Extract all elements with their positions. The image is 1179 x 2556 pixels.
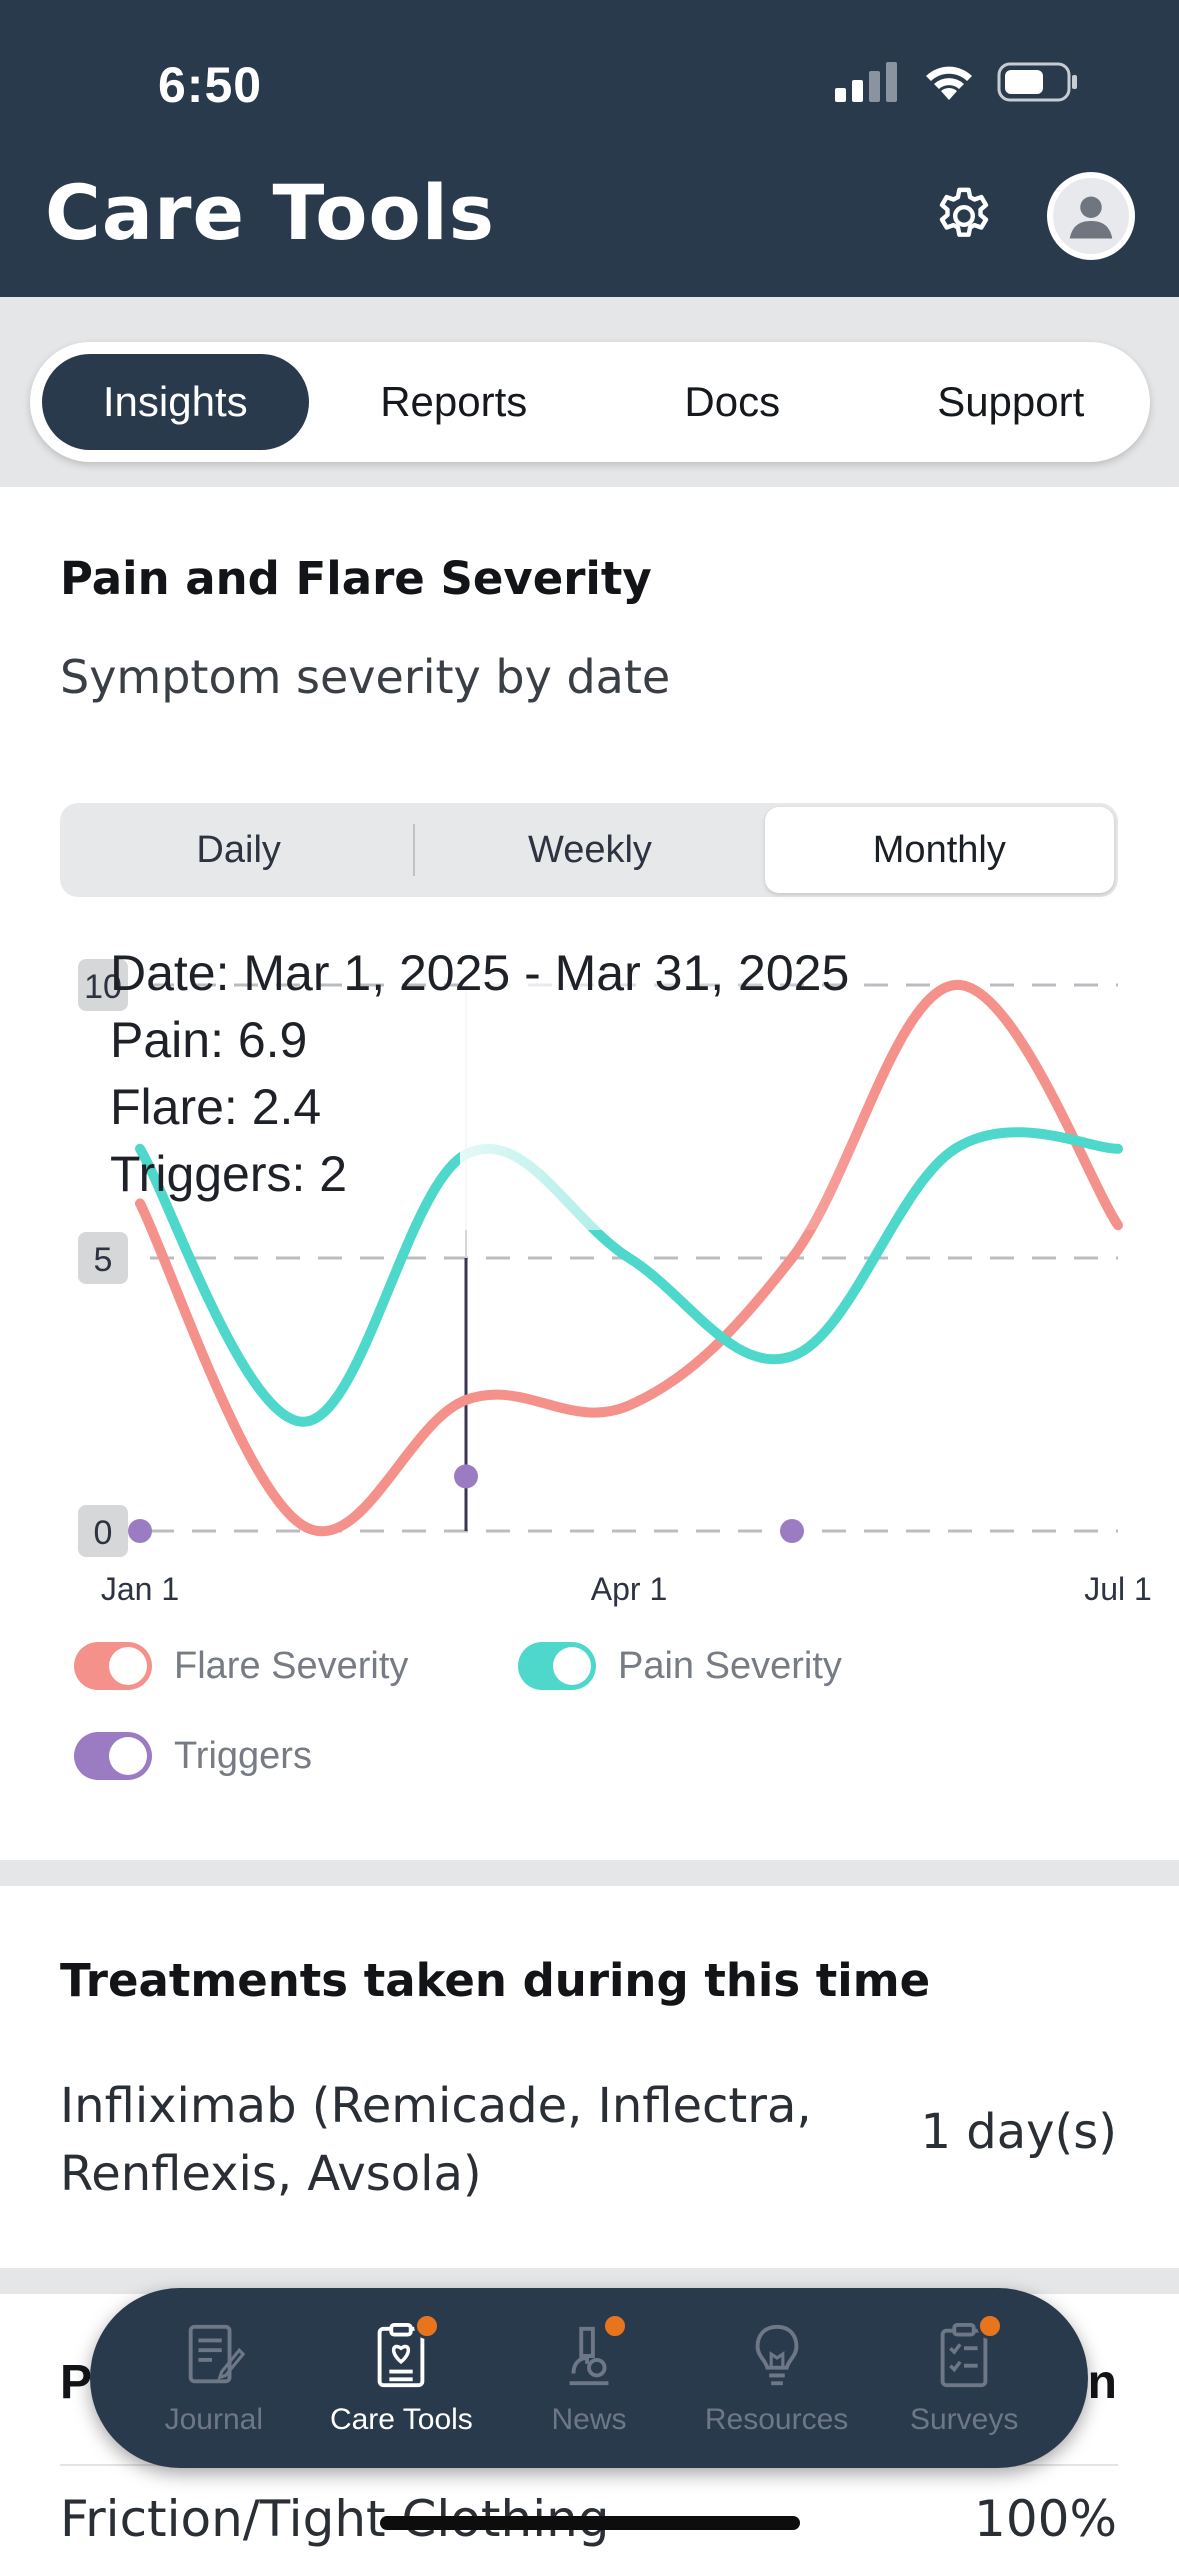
flare-toggle[interactable] xyxy=(74,1642,152,1690)
lightbulb-icon xyxy=(742,2319,812,2393)
avatar[interactable] xyxy=(1047,172,1135,260)
gear-icon xyxy=(939,187,989,237)
chart-tooltip: Date: Mar 1, 2025 - Mar 31, 2025 Pain: 6… xyxy=(110,940,849,1208)
y-tick-5: 5 xyxy=(94,1241,113,1279)
legend-flare-label: Flare Severity xyxy=(174,1644,409,1687)
y-tick-10: 10 xyxy=(84,968,122,1006)
severity-card-subtitle: Symptom severity by date xyxy=(60,650,671,704)
wifi-icon xyxy=(926,66,972,100)
status-icons xyxy=(835,62,1079,102)
nav-resources[interactable]: Resources xyxy=(692,2319,862,2437)
trigger-point[interactable] xyxy=(128,1519,152,1543)
treatments-title: Treatments taken during this time xyxy=(60,1954,931,2007)
tab-support[interactable]: Support xyxy=(937,378,1085,425)
tooltip-flare: Flare: 2.4 xyxy=(110,1079,322,1135)
flare-severity-line xyxy=(135,980,1123,1537)
journal-icon xyxy=(179,2319,249,2393)
settings-button[interactable] xyxy=(928,180,1000,252)
tooltip-pain: Pain: 6.9 xyxy=(110,1012,308,1068)
tab-docs[interactable]: Docs xyxy=(684,378,781,425)
triggers-toggle[interactable] xyxy=(74,1732,152,1780)
period-weekly[interactable]: Weekly xyxy=(528,829,652,871)
home-indicator xyxy=(380,2516,800,2530)
tooltip-fade xyxy=(460,950,880,1230)
x-tick-jul-1: Jul 1 xyxy=(1084,1571,1152,1607)
care-tools-badge xyxy=(414,2313,441,2339)
y-tick-bg-5 xyxy=(78,1232,128,1284)
trigger-point[interactable] xyxy=(780,1519,804,1543)
treatment-duration: 1 day(s) xyxy=(920,2104,1117,2160)
nav-news[interactable]: News xyxy=(504,2313,674,2437)
legend-pain[interactable]: Pain Severity xyxy=(518,1642,842,1690)
pain-toggle[interactable] xyxy=(518,1642,596,1690)
nav-surveys[interactable]: Surveys xyxy=(879,2313,1049,2437)
section-divider xyxy=(0,1860,1179,1886)
legend-triggers-label: Triggers xyxy=(174,1734,312,1777)
bottom-nav: Journal Care Tools News Resources Survey… xyxy=(90,2288,1088,2468)
trigger-row-percent: 100% xyxy=(974,2490,1117,2548)
triggers-header-left: P xyxy=(60,2356,93,2409)
nav-care-tools[interactable]: Care Tools xyxy=(316,2313,486,2437)
signal-icon xyxy=(835,62,897,102)
top-tabs: Insights Reports Docs Support xyxy=(30,342,1150,462)
microscope-icon xyxy=(554,2313,628,2393)
y-tick-bg-0 xyxy=(78,1505,128,1557)
period-divider xyxy=(413,824,416,876)
news-badge xyxy=(601,2313,628,2339)
y-tick-bg-10 xyxy=(78,959,128,1011)
x-tick-apr-1: Apr 1 xyxy=(591,1571,667,1607)
legend-flare[interactable]: Flare Severity xyxy=(74,1642,408,1690)
severity-chart[interactable]: 0 5 10 Jan 1 Apr 1 Jul 1 xyxy=(0,940,1179,1640)
nav-surveys-label: Surveys xyxy=(909,2403,1019,2436)
legend-triggers[interactable]: Triggers xyxy=(74,1732,312,1780)
tooltip-date: Date: Mar 1, 2025 - Mar 31, 2025 xyxy=(110,945,850,1001)
user-icon xyxy=(1069,196,1113,239)
nav-journal[interactable]: Journal xyxy=(129,2319,299,2437)
period-selector: Daily Weekly Monthly xyxy=(60,803,1118,897)
surveys-badge xyxy=(977,2313,1004,2339)
triggers-header-right: n xyxy=(1087,2356,1117,2409)
nav-care-tools-label: Care Tools xyxy=(329,2403,473,2436)
page-title: Care Tools xyxy=(45,168,496,257)
legend-pain-label: Pain Severity xyxy=(618,1644,842,1687)
status-time: 6:50 xyxy=(158,57,263,113)
period-daily[interactable]: Daily xyxy=(196,829,281,871)
tab-reports[interactable]: Reports xyxy=(380,378,528,425)
trigger-point[interactable] xyxy=(454,1464,478,1489)
nav-resources-label: Resources xyxy=(704,2403,849,2436)
battery-icon xyxy=(997,62,1077,102)
care-tools-icon xyxy=(366,2313,441,2393)
period-monthly[interactable]: Monthly xyxy=(764,807,1114,893)
severity-card-title: Pain and Flare Severity xyxy=(60,552,652,605)
tab-insights[interactable]: Insights xyxy=(42,354,309,450)
y-tick-0: 0 xyxy=(94,1514,113,1552)
treatment-name: Infliximab (Remicade, Inflectra, Renflex… xyxy=(60,2078,812,2202)
clipboard-icon xyxy=(929,2313,1004,2393)
tooltip-triggers: Triggers: 2 xyxy=(110,1146,348,1202)
nav-journal-label: Journal xyxy=(164,2403,263,2436)
nav-news-label: News xyxy=(551,2403,627,2436)
app-header: 6:50 Care Tools xyxy=(0,0,1179,297)
x-tick-jan-1: Jan 1 xyxy=(101,1571,179,1607)
